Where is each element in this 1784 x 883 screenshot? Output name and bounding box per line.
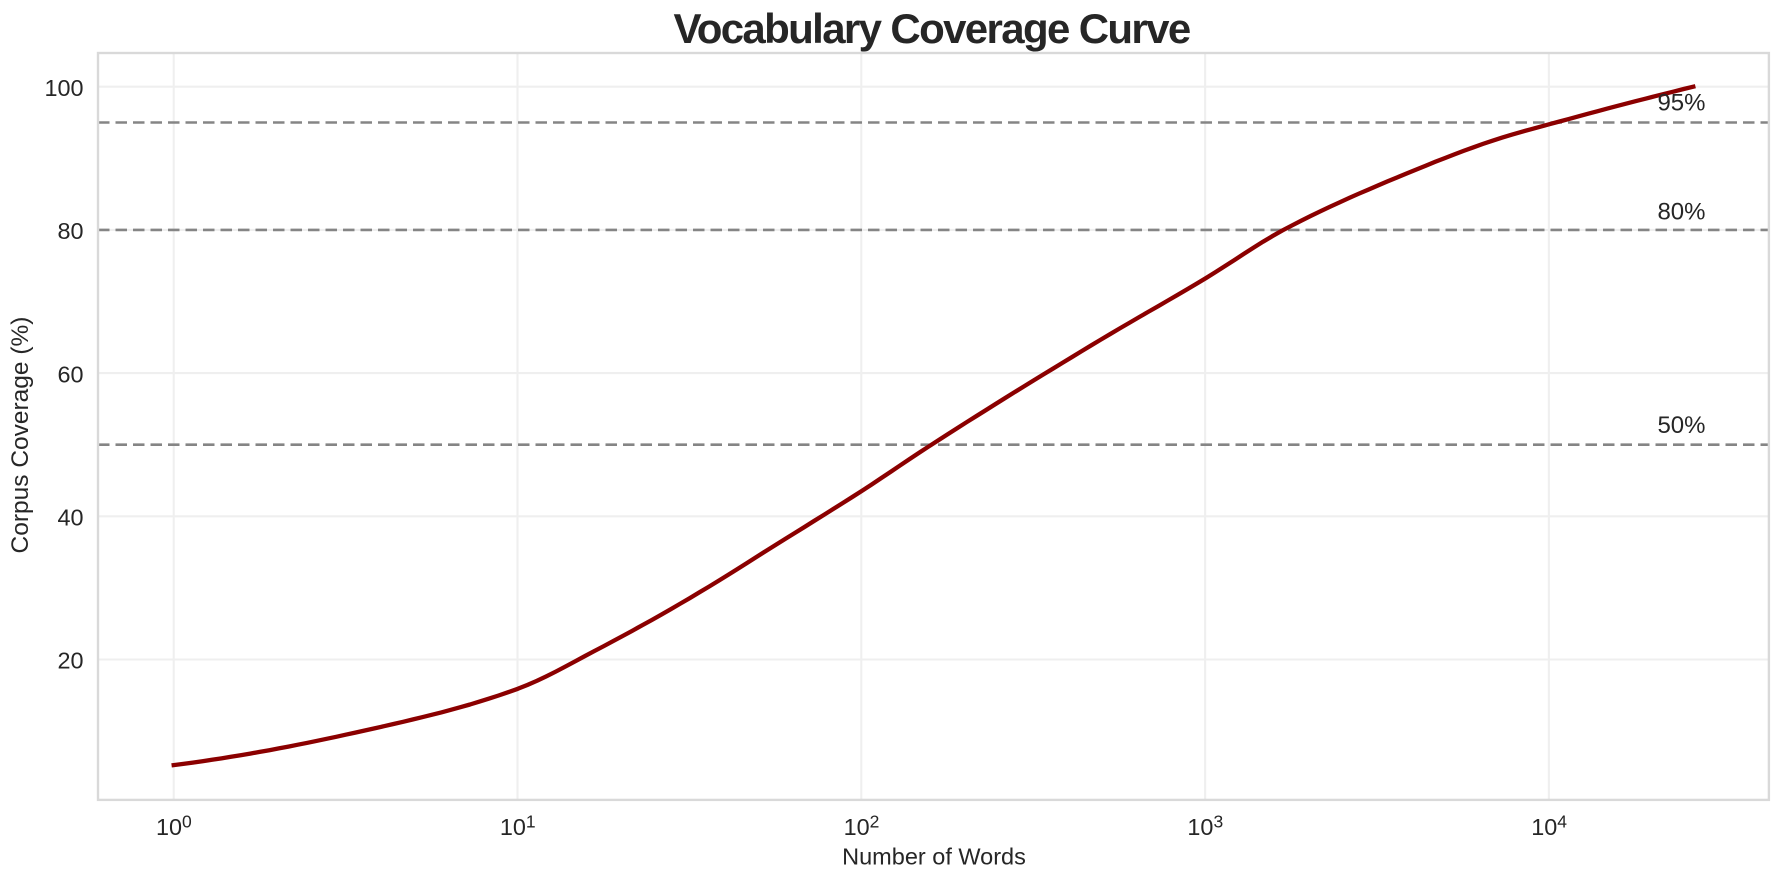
svg-text:80: 80 [57,218,83,244]
svg-text:100: 100 [44,75,83,101]
svg-text:80%: 80% [1657,199,1705,226]
svg-text:40: 40 [57,505,83,531]
svg-text:Corpus Coverage (%): Corpus Coverage (%) [7,317,34,554]
svg-text:20: 20 [57,648,83,674]
svg-text:Number of Words: Number of Words [842,843,1026,869]
svg-text:95%: 95% [1657,90,1705,117]
svg-text:50%: 50% [1657,412,1705,439]
svg-text:60: 60 [57,361,83,387]
svg-text:Vocabulary Coverage Curve: Vocabulary Coverage Curve [673,5,1189,52]
